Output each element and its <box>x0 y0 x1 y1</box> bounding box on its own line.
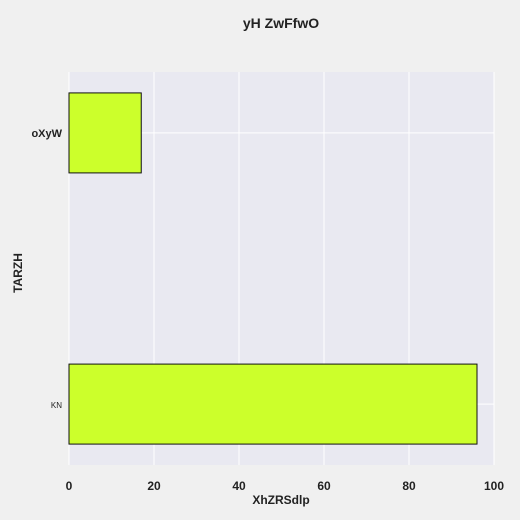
y-tick-label: KN <box>51 401 62 410</box>
chart-title: yH ZwFfwO <box>243 15 319 31</box>
x-tick-label: 0 <box>66 479 73 493</box>
y-axis-label: TARZH <box>11 253 25 293</box>
y-tick-labels: oXyW KN <box>31 128 62 410</box>
x-tick-labels: 0 20 40 60 80 100 <box>66 479 505 493</box>
x-tick-label: 20 <box>147 479 161 493</box>
x-tick-label: 60 <box>317 479 331 493</box>
x-tick-label: 100 <box>484 479 504 493</box>
bar-kn <box>68 363 478 445</box>
bars <box>68 92 478 445</box>
x-tick-label: 80 <box>402 479 416 493</box>
x-tick-label: 40 <box>232 479 246 493</box>
y-tick-label: oXyW <box>31 128 62 140</box>
bar-oxyw <box>68 92 142 174</box>
x-axis-label: XhZRSdlp <box>252 493 309 507</box>
